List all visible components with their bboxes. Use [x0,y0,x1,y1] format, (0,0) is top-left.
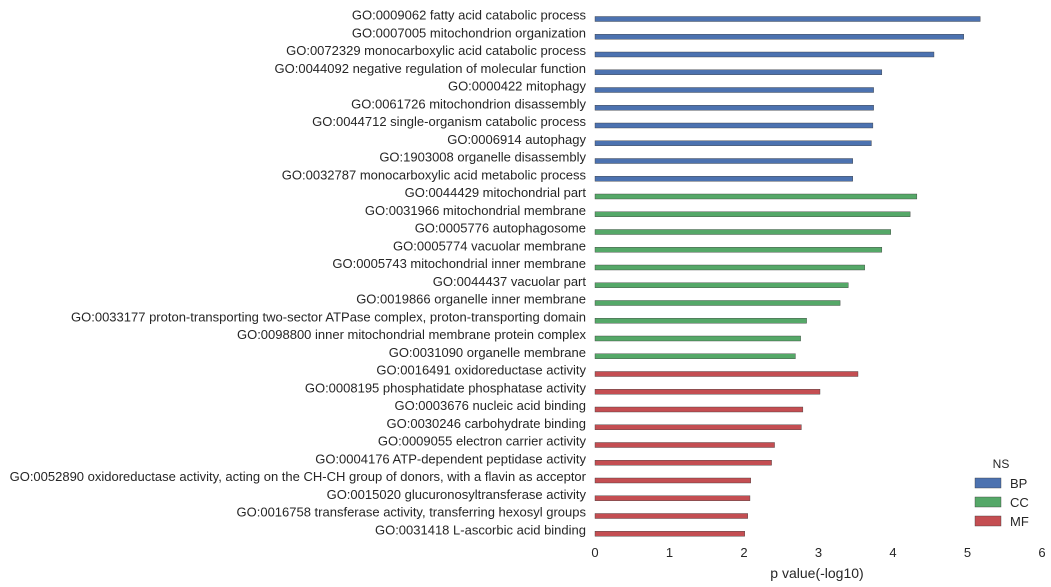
category-label: GO:0030246 carbohydrate binding [387,416,586,431]
category-label: GO:0006914 autophagy [447,132,586,147]
category-label: GO:1903008 organelle disassembly [379,150,586,165]
bar-mf [594,389,821,395]
bar-cc [594,300,841,306]
legend-label-mf: MF [1010,514,1029,529]
category-label: GO:0061726 mitochondrion disassembly [351,96,586,111]
bar-mf [594,513,748,519]
bar-cc [594,211,911,217]
bar-cc [594,335,801,342]
bar-bp [594,176,853,182]
category-label: GO:0003676 nucleic acid binding [394,398,586,413]
category-label: GO:0044437 vacuolar part [433,274,587,289]
bar-mf [594,406,804,413]
legend-swatch-cc [974,496,1002,508]
x-tick-label: 1 [666,545,673,560]
category-label: GO:0015020 glucuronosyltransferase activ… [327,487,587,502]
bar-cc [594,318,807,324]
bar-mf [594,371,859,377]
category-label: GO:0016491 oxidoreductase activity [376,363,586,378]
x-axis-ticks: 0 1 2 3 4 5 6 [591,545,1045,560]
bar-bp [594,16,981,22]
category-label: GO:0005776 autophagosome [415,221,586,236]
bar-mf [594,424,802,430]
legend: NS BP CC MF [974,457,1029,529]
bar-cc [594,193,918,200]
x-axis-label: p value(-log10) [770,565,863,581]
category-label: GO:0007005 mitochondrion organization [352,25,586,40]
category-label: GO:0000422 mitophagy [448,79,587,94]
bar-cc [594,353,796,359]
category-label: GO:0016758 transferase activity, transfe… [237,505,587,520]
bar-bp [594,140,872,146]
bar-cc [594,229,891,235]
category-label: GO:0072329 monocarboxylic acid catabolic… [286,43,586,58]
bar-bp [594,105,874,111]
category-label: GO:0005774 vacuolar membrane [393,238,586,253]
legend-swatch-mf [974,515,1002,527]
x-tick-label: 0 [591,545,598,560]
bar-mf [594,442,775,448]
category-label: GO:0019866 organelle inner membrane [356,292,586,307]
category-label: GO:0009055 electron carrier activity [378,434,587,449]
category-label: GO:0031090 organelle membrane [389,345,586,360]
legend-swatch-bp [974,477,1002,489]
x-tick-label: 6 [1038,545,1045,560]
bar-mf [594,495,751,501]
bar-bp [594,122,874,129]
category-label: GO:0005743 mitochondrial inner membrane [332,256,586,271]
category-label: GO:0009062 fatty acid catabolic process [352,8,587,23]
category-label: GO:0032787 monocarboxylic acid metabolic… [282,167,587,182]
x-tick-label: 2 [740,545,747,560]
category-label: GO:0031418 L-ascorbic acid binding [375,522,586,537]
category-labels: GO:0009062 fatty acid catabolic process G… [10,8,587,538]
bar-mf [594,460,772,466]
legend-title: NS [993,457,1010,471]
category-label: GO:0044092 negative regulation of molecu… [275,61,586,76]
category-label: GO:0008195 phosphatidate phosphatase act… [305,380,587,395]
x-tick-label: 4 [889,545,896,560]
bar-cc [594,247,883,253]
category-label: GO:0098800 inner mitochondrial membrane … [237,327,587,342]
bar-bp [594,87,874,93]
category-label: GO:0044712 single-organism catabolic pro… [312,114,586,129]
x-tick-label: 3 [815,545,822,560]
category-label: GO:0033177 proton-transporting two-secto… [71,309,586,324]
bar-bp [594,34,964,40]
bar-mf [594,531,745,537]
legend-label-bp: BP [1010,476,1027,491]
bars-layer [594,16,981,537]
bar-cc [594,282,849,288]
category-label: GO:0052890 oxidoreductase activity, acti… [10,469,587,484]
bar-cc [594,264,865,271]
bar-bp [594,158,853,164]
category-label: GO:0031966 mitochondrial membrane [365,203,586,218]
legend-label-cc: CC [1010,495,1029,510]
bar-bp [594,69,883,75]
x-tick-label: 5 [964,545,971,560]
category-label: GO:0004176 ATP-dependent peptidase activ… [315,451,586,466]
category-label: GO:0044429 mitochondrial part [405,185,587,200]
bar-bp [594,51,935,58]
bar-mf [594,477,751,484]
